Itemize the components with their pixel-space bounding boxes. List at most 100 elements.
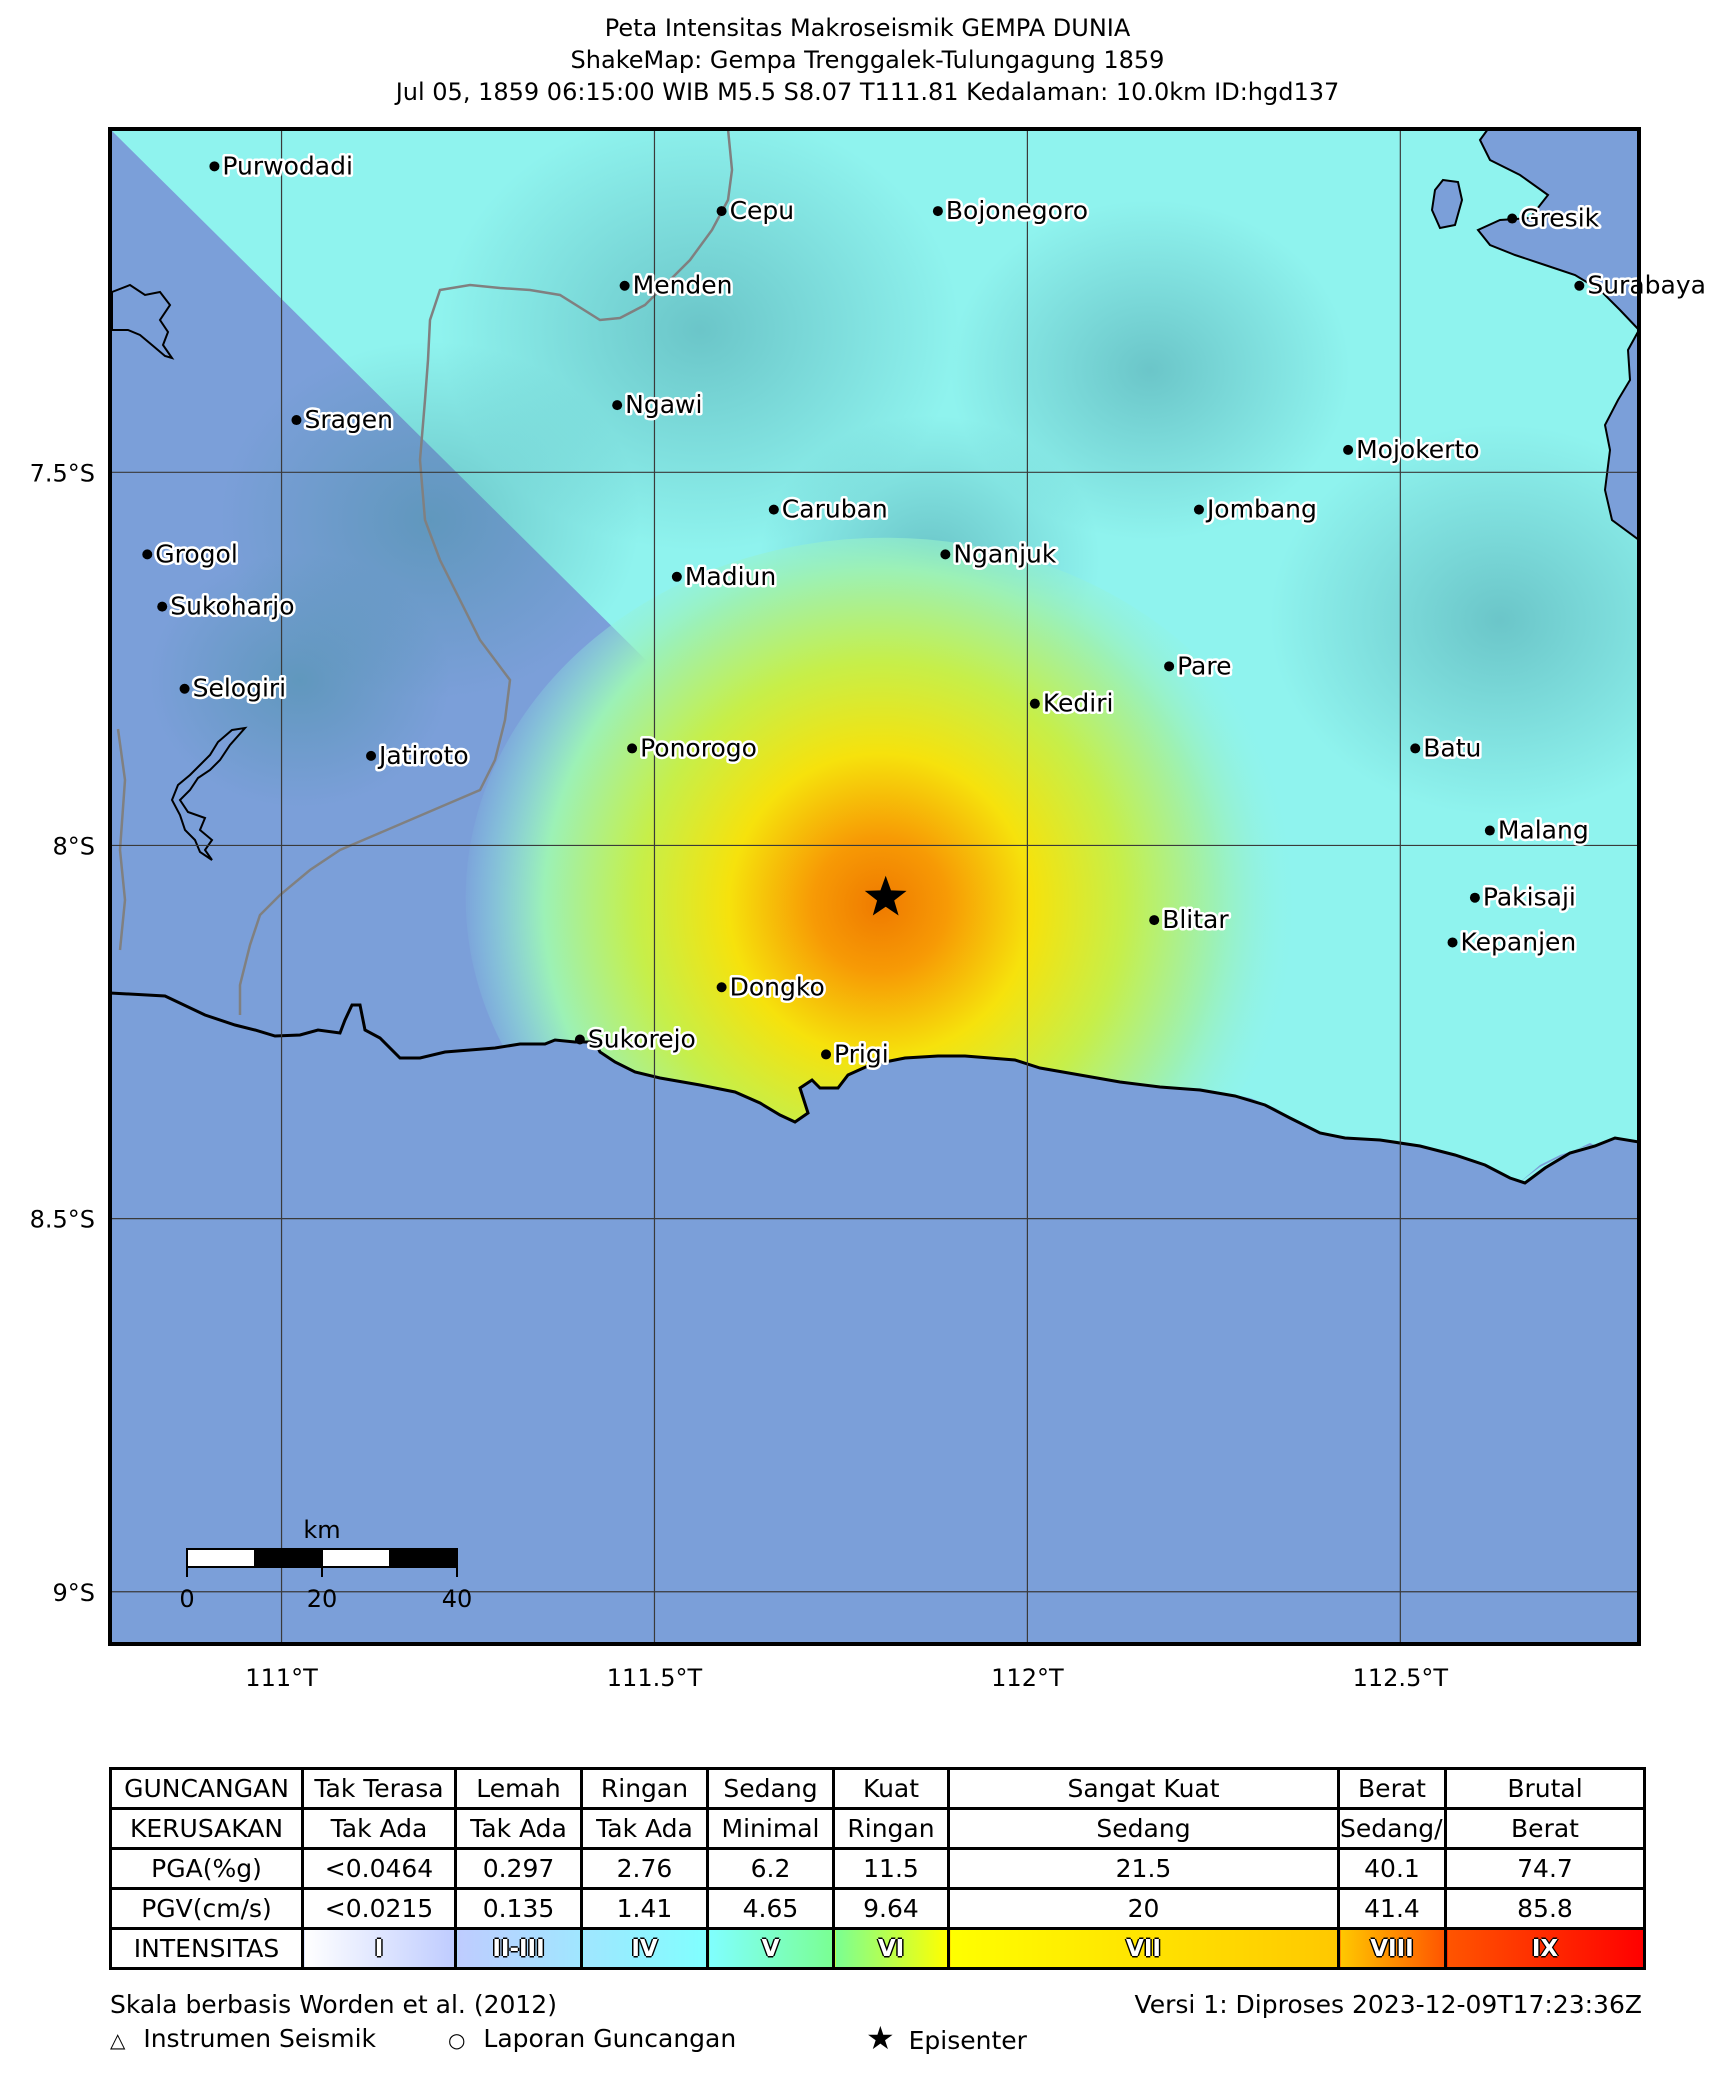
intensity-color-cell: IV bbox=[580, 1927, 709, 1970]
key-epicenter-label: Episenter bbox=[908, 2026, 1027, 2055]
legend-row-header: KERUSAKAN bbox=[109, 1807, 304, 1850]
city-marker bbox=[1574, 280, 1585, 291]
legend-cell: 85.8 bbox=[1444, 1887, 1646, 1930]
legend-row-header: PGA(%g) bbox=[109, 1847, 304, 1890]
intensity-color-cell: IX bbox=[1444, 1927, 1646, 1970]
city-label: Sukorejo bbox=[588, 1024, 696, 1053]
terrain-shading bbox=[1270, 424, 1639, 816]
legend-cell: 21.5 bbox=[947, 1847, 1340, 1890]
lat-tick-label: 8°S bbox=[52, 832, 95, 860]
legend-cell: Sedang/berat bbox=[1337, 1807, 1447, 1850]
city-marker bbox=[1484, 825, 1495, 836]
legend-row: PGV(cm/s) <0.0215 0.135 1.41 4.65 9.64 20 41.4 8… bbox=[109, 1887, 1646, 1930]
legend-cell: <0.0215 bbox=[301, 1887, 457, 1930]
legend-row: PGA(%g) <0.0464 0.297 2.76 6.2 11.5 21.5 40.1 74… bbox=[109, 1847, 1646, 1890]
star-icon: ★ bbox=[866, 2019, 895, 2057]
province-border bbox=[116, 129, 734, 1015]
city-marker bbox=[291, 415, 302, 426]
city-label: Dongko bbox=[730, 972, 825, 1001]
city-marker bbox=[1029, 698, 1040, 709]
city-label: Gresik bbox=[1520, 204, 1599, 233]
legend-row: KERUSAKAN Tak Ada Tak Ada Tak Ada Minimal Rin… bbox=[109, 1807, 1646, 1850]
city-label: Purwodadi bbox=[222, 151, 353, 180]
legend-row-header: PGV(cm/s) bbox=[109, 1887, 304, 1930]
city-marker bbox=[179, 683, 190, 694]
intensity-color-cell: I bbox=[301, 1927, 457, 1970]
city-marker bbox=[1164, 661, 1175, 672]
city-label: Mojokerto bbox=[1356, 435, 1479, 464]
legend-cell: 2.76 bbox=[580, 1847, 709, 1890]
city-marker bbox=[1193, 504, 1204, 515]
map-subtitle: ShakeMap: Gempa Trenggalek-Tulungagung 1… bbox=[570, 46, 1165, 74]
legend-cell: Berat bbox=[1337, 1767, 1447, 1810]
lon-tick-label: 112.5°T bbox=[1353, 1664, 1449, 1692]
version-info: Versi 1: Diproses 2023-12-09T17:23:36Z bbox=[1134, 1990, 1642, 2019]
city-marker bbox=[366, 750, 377, 761]
legend-cell: Sangat Kuat bbox=[947, 1767, 1340, 1810]
city-marker bbox=[716, 206, 727, 217]
axis-labels: 111°T 111.5°T 112°T 112.5°T 7.5°S 8°S 8.5°S 9°S bbox=[30, 459, 1449, 1692]
scale-bar-tick-20: 20 bbox=[307, 1585, 338, 1613]
city-label: Sragen bbox=[304, 405, 393, 434]
lon-tick-label: 111°T bbox=[245, 1664, 318, 1692]
intensity-color-cell: II-III bbox=[454, 1927, 583, 1970]
sea-south bbox=[110, 993, 1639, 1644]
legend-cell: 20 bbox=[947, 1887, 1340, 1930]
city-marker bbox=[1343, 444, 1354, 455]
city-marker bbox=[157, 601, 168, 612]
city-marker bbox=[671, 571, 682, 582]
coastline bbox=[110, 991, 1639, 1185]
legend-cell: Tak Ada bbox=[301, 1807, 457, 1850]
lon-tick-label: 112°T bbox=[991, 1664, 1064, 1692]
city-label: Malang bbox=[1498, 816, 1589, 845]
lat-tick-label: 8.5°S bbox=[30, 1206, 95, 1234]
city-marker bbox=[932, 206, 943, 217]
city-label: Caruban bbox=[782, 495, 888, 524]
city-marker bbox=[1469, 892, 1480, 903]
key-instrument-label: Instrumen Seismik bbox=[143, 2024, 377, 2053]
city-label: Sukoharjo bbox=[170, 592, 294, 621]
legend-cell: Kuat bbox=[832, 1767, 950, 1810]
city-label: Blitar bbox=[1162, 905, 1229, 934]
epicenter-star-icon[interactable] bbox=[864, 875, 907, 916]
legend-cell: 41.4 bbox=[1337, 1887, 1447, 1930]
legend-cell: 9.64 bbox=[832, 1887, 950, 1930]
legend-cell: 40.1 bbox=[1337, 1847, 1447, 1890]
scale-note: Skala berbasis Worden et al. (2012) bbox=[110, 1990, 557, 2019]
city-label: Menden bbox=[633, 271, 733, 300]
city-marker bbox=[1447, 937, 1458, 948]
legend-cell: 0.297 bbox=[454, 1847, 583, 1890]
legend-cell: Berat bbox=[1444, 1807, 1646, 1850]
legend-cell: Brutal bbox=[1444, 1767, 1646, 1810]
city-marker bbox=[1410, 743, 1421, 754]
legend-cell: Tak Ada bbox=[580, 1807, 709, 1850]
legend-cell: 1.41 bbox=[580, 1887, 709, 1930]
legend-cell: Sedang bbox=[947, 1807, 1340, 1850]
city-label: Jombang bbox=[1205, 495, 1317, 524]
city-label: Cepu bbox=[730, 196, 795, 225]
event-info: Jul 05, 1859 06:15:00 WIB M5.5 S8.07 T11… bbox=[395, 78, 1340, 106]
shakemap-map[interactable]: Purwodadi Cepu Bojonegoro Gresik Surabaya Men… bbox=[0, 0, 1735, 1720]
city-marker bbox=[619, 280, 630, 291]
city-label: Ponorogo bbox=[640, 733, 757, 762]
city-label: Selogiri bbox=[193, 674, 287, 703]
legend-cell: 0.135 bbox=[454, 1887, 583, 1930]
city-marker bbox=[627, 743, 638, 754]
legend-cell: <0.0464 bbox=[301, 1847, 457, 1890]
intensity-color-cell: VI bbox=[832, 1927, 950, 1970]
city-marker bbox=[768, 504, 779, 515]
city-layer: Purwodadi Cepu Bojonegoro Gresik Surabaya Men… bbox=[142, 149, 1708, 1071]
triangle-icon: △ bbox=[110, 2028, 126, 2052]
city-marker bbox=[612, 400, 623, 411]
legend-cell: 4.65 bbox=[706, 1887, 835, 1930]
legend-cell: 11.5 bbox=[832, 1847, 950, 1890]
city-label: Batu bbox=[1423, 733, 1481, 762]
intensity-color-cell: V bbox=[706, 1927, 835, 1970]
city-marker bbox=[142, 549, 153, 560]
city-marker bbox=[940, 549, 951, 560]
map-frame bbox=[108, 127, 1641, 1646]
city-label: Grogol bbox=[155, 539, 238, 568]
legend-cell: 74.7 bbox=[1444, 1847, 1646, 1890]
city-label: Madiun bbox=[685, 562, 776, 591]
city-marker bbox=[1507, 213, 1518, 224]
